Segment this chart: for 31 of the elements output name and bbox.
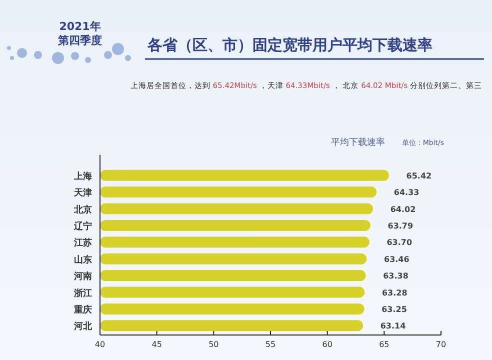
x-tick-label: 65 <box>379 340 390 349</box>
data-label: 64.33 <box>394 188 420 198</box>
data-label: 63.79 <box>388 221 414 230</box>
x-tick-label: 60 <box>322 340 332 349</box>
x-tick-label: 55 <box>265 340 276 349</box>
x-tick-label: 45 <box>152 340 162 349</box>
data-label: 63.28 <box>382 288 408 298</box>
text: 平均下载速率 <box>331 137 385 148</box>
y-tick-label: 北京 <box>73 204 92 216</box>
y-tick-label: 江苏 <box>73 238 92 249</box>
data-label: 65.42 <box>406 171 432 180</box>
text: 2021年 <box>59 20 101 33</box>
x-tick-label: 70 <box>436 340 446 349</box>
y-tick-label: 河南 <box>73 271 92 282</box>
data-label: 63.38 <box>383 272 409 281</box>
y-tick-label: 上海 <box>73 170 92 182</box>
chart-title: 各省（区、市）固定宽带用户平均下载速率 <box>146 36 432 54</box>
y-tick-label: 辽宁 <box>73 220 92 232</box>
y-tick-label: 天津 <box>73 188 92 199</box>
x-tick-label: 50 <box>208 340 219 349</box>
y-tick-label: 浙江 <box>73 288 92 299</box>
data-label: 63.25 <box>382 304 408 314</box>
x-tick-label: 40 <box>94 340 106 349</box>
data-label: 63.14 <box>380 322 406 331</box>
y-tick-label: 山东 <box>74 254 92 266</box>
data-label: 63.70 <box>386 238 412 248</box>
data-label: 63.46 <box>384 254 410 264</box>
text: 第四季度 <box>57 34 102 47</box>
data-label: 64.02 <box>390 204 416 214</box>
y-tick-label: 重庆 <box>73 304 92 316</box>
y-tick-label: 河北 <box>73 321 93 332</box>
